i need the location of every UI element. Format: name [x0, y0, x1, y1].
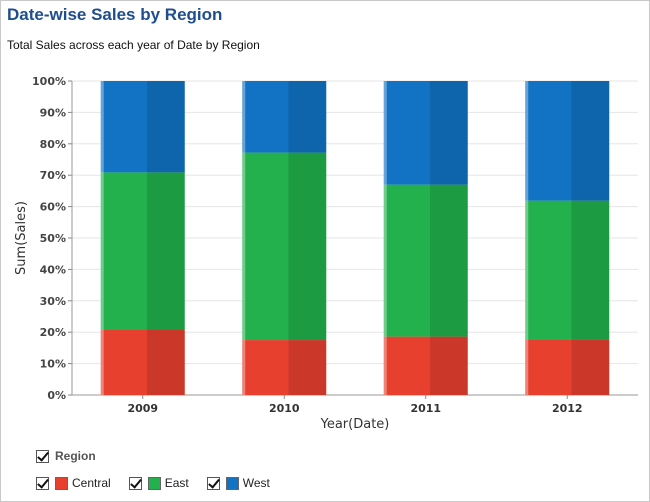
- bar-shade: [429, 184, 468, 337]
- y-tick-label: 80%: [40, 138, 66, 151]
- bar-shade: [429, 336, 468, 395]
- bar-west-2009: [100, 81, 185, 173]
- y-tick-label: 0%: [47, 389, 66, 402]
- legend-central-swatch: [55, 476, 68, 490]
- bar-west-2010: [242, 81, 327, 153]
- legend-item-west[interactable]: West: [206, 476, 270, 490]
- y-tick-label: 20%: [40, 326, 66, 339]
- bar-shade: [571, 200, 610, 340]
- legend-east-label: East: [164, 476, 189, 490]
- y-tick-label: 60%: [40, 201, 66, 214]
- bar-shade: [571, 81, 610, 201]
- x-tick-label: 2011: [410, 402, 441, 415]
- y-tick-label: 40%: [40, 263, 66, 276]
- bar-highlight: [100, 81, 104, 395]
- bar-shade: [288, 340, 327, 395]
- bar-shade: [146, 172, 185, 331]
- legend-heading: Region: [55, 449, 96, 463]
- legend-west-checkbox[interactable]: [206, 476, 220, 490]
- bar-central-2012: [525, 339, 610, 395]
- bar-east-2011: [383, 184, 468, 337]
- x-axis-label: Year(Date): [320, 417, 390, 432]
- legend-central-checkbox[interactable]: [36, 476, 49, 490]
- legend-east-checkbox[interactable]: [128, 476, 142, 490]
- y-tick-label: 100%: [32, 75, 66, 88]
- y-tick-label: 70%: [40, 169, 66, 182]
- x-tick-label: 2009: [127, 402, 158, 415]
- bar-shade: [146, 330, 185, 395]
- legend-central-label: Central: [72, 476, 111, 490]
- bar-west-2012: [525, 81, 610, 201]
- bar-shade: [288, 152, 327, 341]
- bar-shade: [288, 81, 327, 153]
- legend-item-east[interactable]: East: [128, 476, 189, 490]
- y-tick-label: 30%: [40, 295, 66, 308]
- bar-west-2011: [383, 81, 468, 185]
- stacked-bar-chart: 0% 10% 20% 30% 40% 50% 60% 70% 80% 90% 100% 2009 201…: [14, 75, 638, 432]
- chart-subtitle: Total Sales across each year of Date by …: [7, 38, 260, 52]
- x-tick-label: 2012: [552, 402, 583, 415]
- bar-central-2011: [383, 336, 468, 395]
- bar-highlight: [383, 81, 387, 395]
- legend-header[interactable]: Region: [36, 447, 288, 465]
- bar-highlight: [525, 81, 529, 395]
- bar-shade: [571, 339, 610, 395]
- legend-east-swatch: [147, 476, 161, 490]
- chart-title: Date-wise Sales by Region: [7, 5, 223, 24]
- bar-central-2010: [242, 340, 327, 395]
- bar-highlight: [242, 81, 246, 395]
- y-tick-label: 90%: [40, 106, 66, 119]
- legend-west-swatch: [225, 476, 239, 490]
- y-tick-label: 10%: [40, 358, 66, 371]
- legend-region-checkbox[interactable]: [36, 449, 49, 463]
- bar-east-2010: [242, 152, 327, 341]
- legend: Region Central East West: [36, 447, 288, 492]
- bar-east-2012: [525, 200, 610, 340]
- bar-shade: [146, 81, 185, 173]
- legend-items: Central East West: [36, 474, 288, 492]
- bar-central-2009: [100, 330, 185, 395]
- y-axis-label: Sum(Sales): [14, 201, 29, 275]
- legend-item-central[interactable]: Central: [36, 476, 111, 490]
- y-tick-label: 50%: [40, 232, 66, 245]
- x-tick-label: 2010: [269, 402, 300, 415]
- legend-west-label: West: [242, 476, 270, 490]
- bar-shade: [429, 81, 468, 185]
- bar-east-2009: [100, 172, 185, 331]
